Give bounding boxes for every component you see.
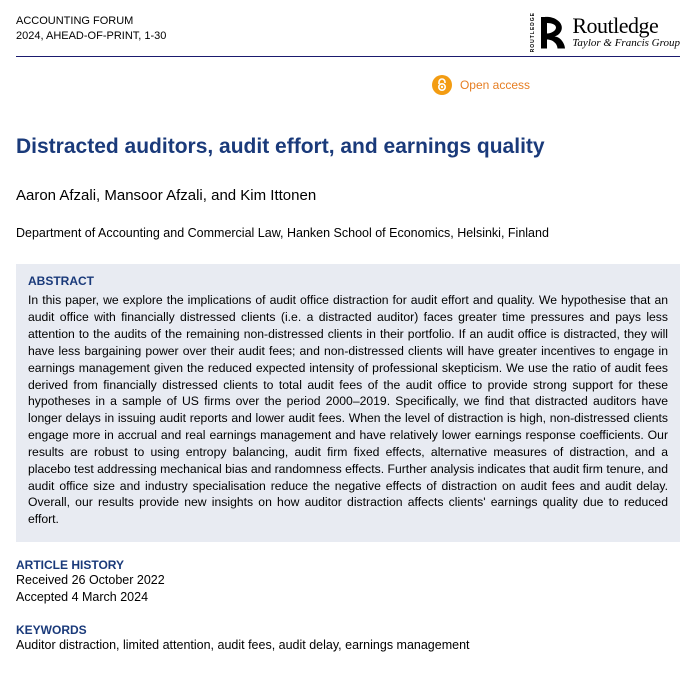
open-access-label[interactable]: Open access — [460, 78, 530, 92]
keywords-text: Auditor distraction, limited attention, … — [16, 637, 680, 655]
abstract-heading: ABSTRACT — [28, 274, 668, 288]
abstract-box: ABSTRACT In this paper, we explore the i… — [16, 264, 680, 542]
open-access-row: Open access — [16, 75, 680, 95]
issue-info: 2024, AHEAD-OF-PRINT, 1-30 — [16, 29, 166, 44]
history-accepted: Accepted 4 March 2024 — [16, 589, 680, 607]
abstract-text: In this paper, we explore the implicatio… — [28, 292, 668, 528]
history-received: Received 26 October 2022 — [16, 572, 680, 590]
keywords-heading: KEYWORDS — [16, 623, 680, 637]
publisher-vertical-brand: ROUTLEDGE — [530, 12, 536, 52]
article-affiliation: Department of Accounting and Commercial … — [16, 226, 680, 240]
publisher-block: ROUTLEDGE Routledge Taylor & Francis Gro… — [530, 12, 680, 52]
journal-info: ACCOUNTING FORUM 2024, AHEAD-OF-PRINT, 1… — [16, 12, 166, 45]
publisher-name: Routledge — [572, 15, 658, 37]
journal-name: ACCOUNTING FORUM — [16, 14, 166, 29]
article-title: Distracted auditors, audit effort, and e… — [16, 135, 680, 159]
publisher-group: Taylor & Francis Group — [572, 38, 680, 49]
open-access-icon — [432, 75, 452, 95]
routledge-logo-icon — [538, 14, 568, 50]
publisher-text: Routledge Taylor & Francis Group — [572, 15, 680, 49]
article-authors: Aaron Afzali, Mansoor Afzali, and Kim It… — [16, 187, 680, 204]
history-heading: ARTICLE HISTORY — [16, 558, 680, 572]
header: ACCOUNTING FORUM 2024, AHEAD-OF-PRINT, 1… — [16, 12, 680, 57]
